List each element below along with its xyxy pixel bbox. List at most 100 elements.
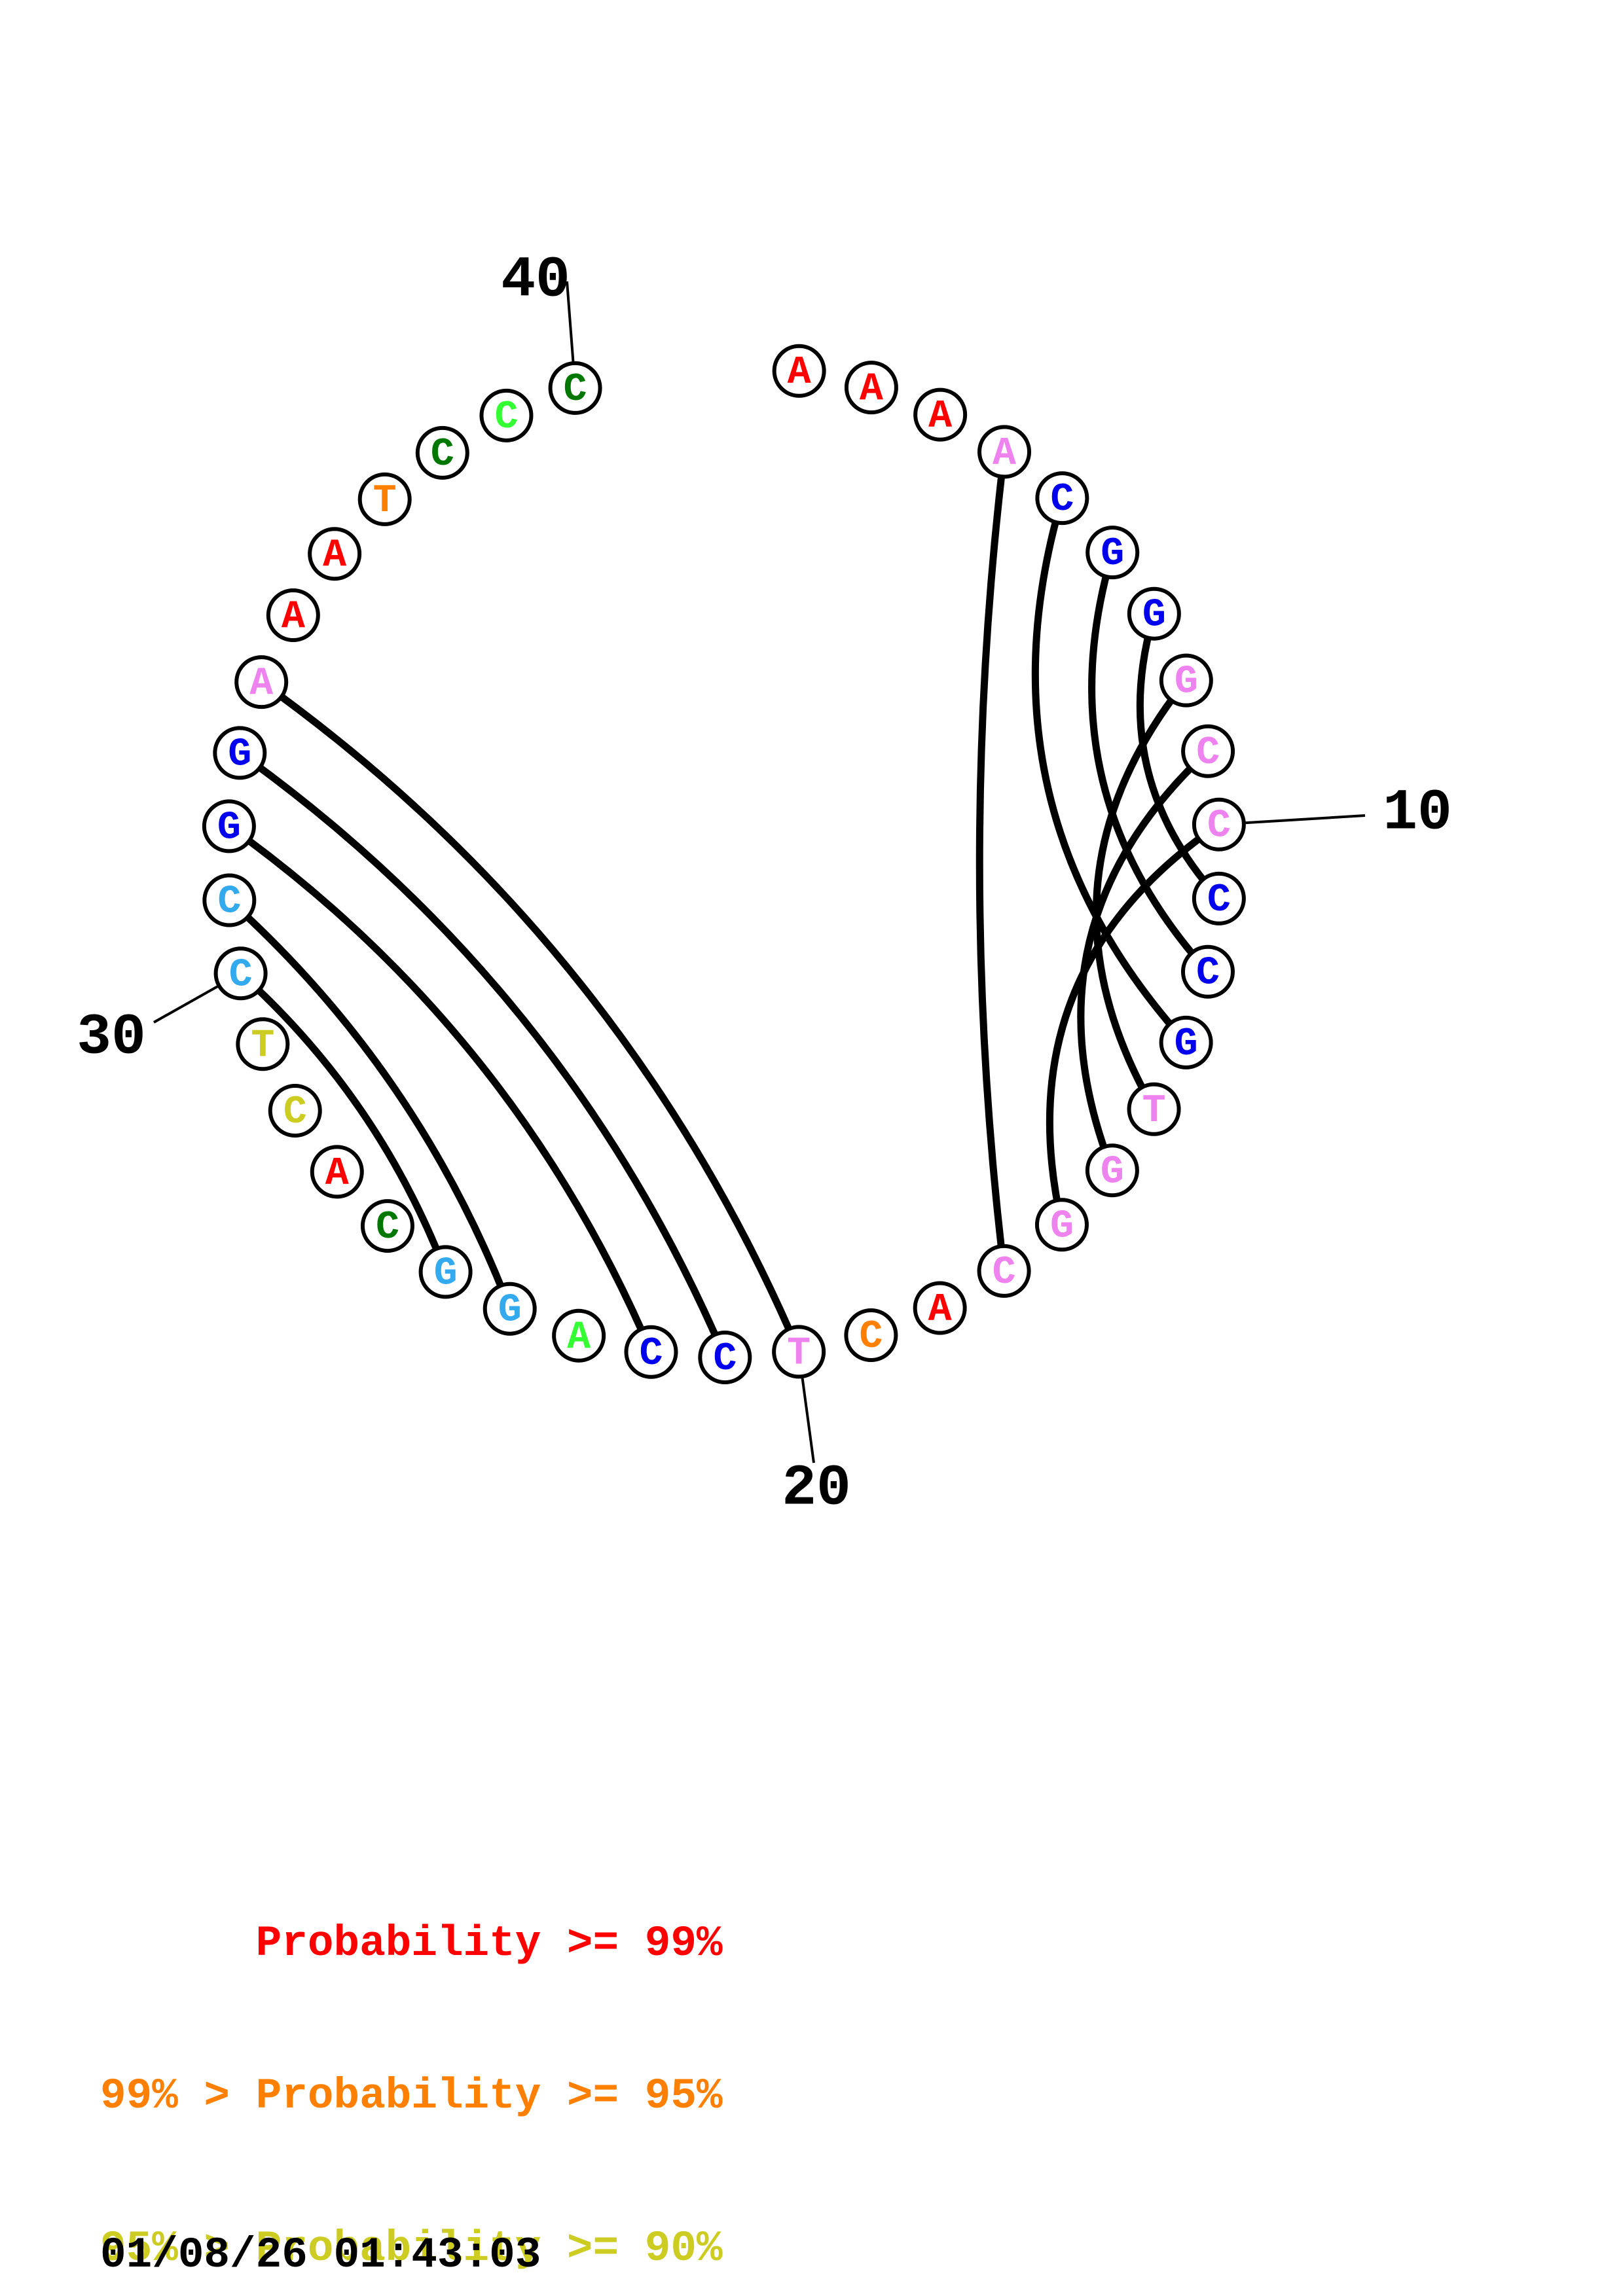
nucleotide-letter: G: [1101, 1150, 1124, 1194]
nucleotide-circle: [1159, 653, 1213, 708]
base-pair-arc: [257, 678, 803, 1355]
nucleotide-letter: A: [249, 662, 273, 706]
nucleotide-letter: A: [788, 351, 811, 395]
nucleotide-letter: C: [229, 953, 253, 997]
position-label: 40: [501, 249, 570, 314]
nucleotide-letter: C: [713, 1337, 737, 1382]
nucleotide-letter: A: [567, 1316, 591, 1360]
nucleotide-circle: [624, 1325, 678, 1379]
nucleotide-letter: T: [787, 1331, 811, 1376]
nucleotide-letter: A: [860, 367, 883, 412]
nucleotide-circle: [552, 1308, 606, 1363]
nucleotide-letter: A: [325, 1151, 349, 1196]
nucleotide-letter: C: [1207, 878, 1231, 923]
nucleotide-circle: [772, 344, 826, 398]
nucleotide-circle: [1085, 526, 1140, 580]
nucleotide-circle: [548, 361, 602, 415]
nucleotide-letter: C: [1207, 804, 1231, 849]
nucleotide-circle: [415, 425, 469, 480]
nucleotide-letter: C: [283, 1090, 307, 1135]
nucleotide-letter: G: [498, 1289, 522, 1333]
nucleotide-letter: C: [1196, 952, 1220, 996]
base-pair-arc: [1093, 677, 1190, 1113]
nucleotide-circle: [913, 387, 968, 442]
nucleotide-circle: [266, 588, 320, 642]
circular-structure-plot: A AAACGGGCCCCGTGGCACTCCAGGCACTCCGGAAATCCC…: [77, 249, 1452, 1522]
nucleotide-circle: [1034, 1198, 1089, 1252]
nucleotide-letter: C: [1050, 478, 1074, 522]
nucleotide-circle: [844, 361, 898, 415]
nucleotide-letter: G: [1175, 660, 1198, 705]
base-pair-arc: [236, 749, 729, 1361]
nucleotide-circle: [1180, 944, 1235, 999]
nucleotide-circle: [977, 1244, 1031, 1298]
base-pair-arc: [225, 822, 655, 1356]
nucleotide-letter: A: [928, 395, 952, 439]
nucleotide-letter: G: [434, 1251, 458, 1296]
base-pair-arc: [1088, 548, 1212, 976]
base-pair-arc: [1046, 821, 1223, 1229]
nucleotide-circle: [1192, 797, 1246, 852]
nucleotide-letter: C: [859, 1315, 883, 1359]
base-pair-arc: [1077, 747, 1212, 1174]
nucleotide-circle: [202, 799, 256, 853]
nucleotide-circle: [1181, 724, 1235, 778]
nucleotide-letter: G: [217, 806, 241, 850]
nucleotide-circle: [418, 1245, 473, 1299]
base-pair-arc: [225, 897, 514, 1313]
nucleotide-circle: [234, 655, 289, 709]
base-pair-arc: [237, 969, 450, 1276]
nucleotide-letter: G: [1050, 1204, 1074, 1249]
nucleotide-letter: C: [217, 880, 241, 924]
nucleotide-circle: [268, 1084, 322, 1138]
nucleotide-circle: [772, 1325, 826, 1379]
base-pair-arc: [1136, 610, 1223, 903]
nucleotide-letter: C: [564, 368, 587, 412]
position-label: 20: [782, 1457, 851, 1522]
legend-line-99: Probability >= 99%: [100, 1919, 723, 1969]
nucleotide-circle: [213, 726, 267, 780]
nucleotide-circle: [1159, 1015, 1213, 1069]
nucleotide-letter: A: [323, 533, 346, 578]
nucleotide-letter: G: [228, 732, 251, 777]
timestamp: 01/08/26 01:43:03: [100, 2231, 541, 2280]
nucleotide-circle: [213, 946, 268, 1001]
nucleotide-circle: [236, 1017, 290, 1071]
nucleotide-circle: [698, 1330, 752, 1384]
nucleotide-circle: [1127, 586, 1181, 641]
position-label: 10: [1383, 781, 1452, 846]
nucleotide-letter: G: [1101, 532, 1124, 577]
nucleotide-letter: A: [282, 595, 305, 639]
legend-line-90-95: 95% > Probability >= 90%: [100, 2223, 723, 2273]
nucleotide-circle: [977, 425, 1032, 479]
position-label: 30: [77, 1006, 146, 1071]
nucleotide-circle: [1127, 1082, 1181, 1136]
nucleotide-circle: [483, 1282, 537, 1336]
probability-legend: Probability >= 99% 99% > Probability >= …: [100, 1817, 723, 2296]
nucleotide-letter: A: [993, 431, 1016, 476]
nucleotide-letter: T: [251, 1024, 274, 1068]
nucleotide-letter: G: [1142, 594, 1166, 638]
nucleotide-circle: [202, 873, 257, 927]
nucleotide-circle: [357, 472, 412, 526]
nucleotide-circle: [1085, 1143, 1139, 1198]
nucleotide-letter: C: [376, 1206, 399, 1250]
nucleotide-letter: C: [494, 395, 518, 440]
nucleotide-letter: C: [431, 433, 454, 477]
nucleotide-circle: [844, 1308, 898, 1363]
nucleotide-letter: C: [639, 1332, 663, 1376]
nucleotide-letter: C: [993, 1251, 1016, 1295]
nucleotide-letter: G: [1175, 1022, 1198, 1067]
nucleotide-circle: [308, 527, 362, 581]
nucleotide-circle: [913, 1281, 967, 1335]
base-pair-arc: [1031, 494, 1190, 1047]
legend-line-95-99: 99% > Probability >= 95%: [100, 2071, 723, 2121]
nucleotide-letter: C: [1196, 731, 1220, 776]
nucleotide-circle: [1035, 471, 1089, 526]
nucleotide-circle: [1192, 871, 1246, 925]
nucleotide-letter: A: [928, 1288, 952, 1333]
nucleotide-circle: [479, 388, 534, 442]
nucleotide-circle: [310, 1145, 364, 1199]
nucleotide-circle: [360, 1199, 414, 1253]
